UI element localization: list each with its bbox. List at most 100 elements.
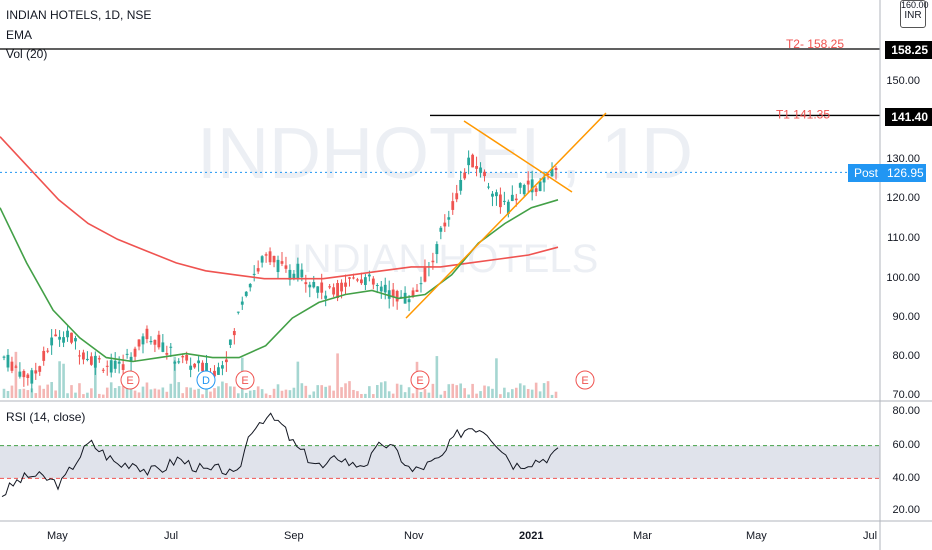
candle-body (304, 282, 308, 285)
volume-bar (356, 391, 359, 398)
candle-body (415, 289, 419, 292)
candle-body (50, 337, 54, 346)
volume-bar (503, 387, 506, 398)
candle-body (475, 166, 478, 169)
volume-bar (344, 383, 347, 398)
volume-bar (332, 390, 335, 398)
volume-bar (407, 387, 411, 398)
candle-body (228, 339, 232, 345)
volume-bar (487, 386, 490, 398)
watermark: INDHOTEL, 1D INDIAN HOTELS (197, 114, 693, 281)
candle-body (506, 201, 510, 214)
event-marker-label: E (241, 375, 248, 387)
volume-bar (113, 388, 117, 398)
ema-indicator-label[interactable]: EMA (6, 28, 33, 42)
watermark-subtext: INDIAN HOTELS (292, 237, 599, 281)
candle-body (431, 260, 435, 263)
candle-body (256, 268, 260, 272)
price-tick: 70.00 (892, 389, 920, 401)
candle-body (522, 185, 526, 195)
event-marker-label: E (581, 375, 588, 387)
ema-slow-line (0, 136, 559, 280)
volume-indicator-label[interactable]: Vol (20) (6, 47, 48, 61)
volume-bar (451, 383, 455, 398)
volume-bar (300, 383, 304, 398)
rsi-tick: 60.00 (892, 439, 920, 451)
candle-body (30, 370, 34, 384)
watermark-text: INDHOTEL, 1D (197, 114, 693, 194)
ema-lines (0, 136, 559, 363)
volume-bar (368, 386, 371, 398)
candle-body (157, 334, 161, 348)
candle-body (189, 365, 193, 370)
candle-body (383, 284, 387, 293)
candle-body (260, 256, 264, 263)
candle-body (292, 273, 296, 280)
volume-bar (34, 393, 38, 398)
volume-bar (193, 389, 196, 398)
candle-body (344, 282, 347, 287)
candle-body (352, 277, 355, 279)
candle-body (125, 353, 129, 355)
volume-bar (427, 392, 431, 398)
candle-body (181, 356, 185, 358)
volume-bar (455, 385, 459, 398)
ema-fast-line (0, 199, 559, 363)
volume-bar (336, 353, 339, 398)
candle-body (407, 299, 411, 303)
rsi-tick: 20.00 (892, 504, 920, 516)
volume-bar (109, 382, 113, 398)
candle-body (272, 255, 276, 263)
trendlines (405, 112, 607, 319)
volume-bar (288, 390, 292, 398)
volume-bar (94, 360, 97, 398)
volume-bar (18, 389, 22, 398)
volume-bar (173, 356, 177, 398)
volume-bar (268, 394, 272, 398)
volume-bar (419, 391, 423, 398)
time-tick: Jul (164, 530, 179, 542)
candle-body (205, 362, 208, 373)
rsi-pane (0, 412, 880, 498)
volume-bar (101, 394, 105, 398)
volume-bar (213, 388, 216, 398)
currency-badge[interactable]: 160.00 INR (900, 0, 929, 28)
candle-body (2, 356, 6, 358)
volume-bar (340, 387, 343, 398)
candle-body (367, 274, 371, 277)
volume-bar (324, 386, 327, 398)
candle-body (54, 334, 58, 337)
candle-body (288, 269, 292, 280)
candle-body (264, 254, 268, 256)
candle-body (26, 374, 30, 379)
volume-bar (161, 387, 165, 398)
volume-bar (447, 384, 451, 398)
candle-body (217, 367, 220, 375)
rsi-title[interactable]: RSI (14, close) (6, 410, 86, 424)
volume-bar (181, 393, 185, 398)
event-marker (120, 370, 140, 390)
candle-body (42, 350, 46, 361)
volume-bar (491, 388, 494, 398)
candle-body (554, 167, 558, 171)
symbol-title: INDIAN HOTELS, 1D, NSE (6, 8, 152, 22)
volume-bar (201, 394, 204, 398)
candle-body (141, 336, 145, 345)
candle-body (85, 358, 89, 360)
volume-bar (471, 383, 474, 398)
volume-bar (316, 385, 320, 398)
volume-bar (133, 390, 137, 398)
candle-body (534, 188, 538, 192)
volume-bar (145, 382, 149, 398)
volume-bar (38, 385, 42, 398)
candle-body (542, 177, 546, 183)
volume-bar (82, 394, 85, 398)
candle-body (236, 311, 240, 313)
volume-bar (129, 385, 133, 398)
event-marker (575, 370, 595, 390)
candle-body (455, 193, 459, 200)
candle-body (280, 261, 284, 264)
candle-body (248, 283, 252, 288)
candle-body (284, 265, 288, 269)
